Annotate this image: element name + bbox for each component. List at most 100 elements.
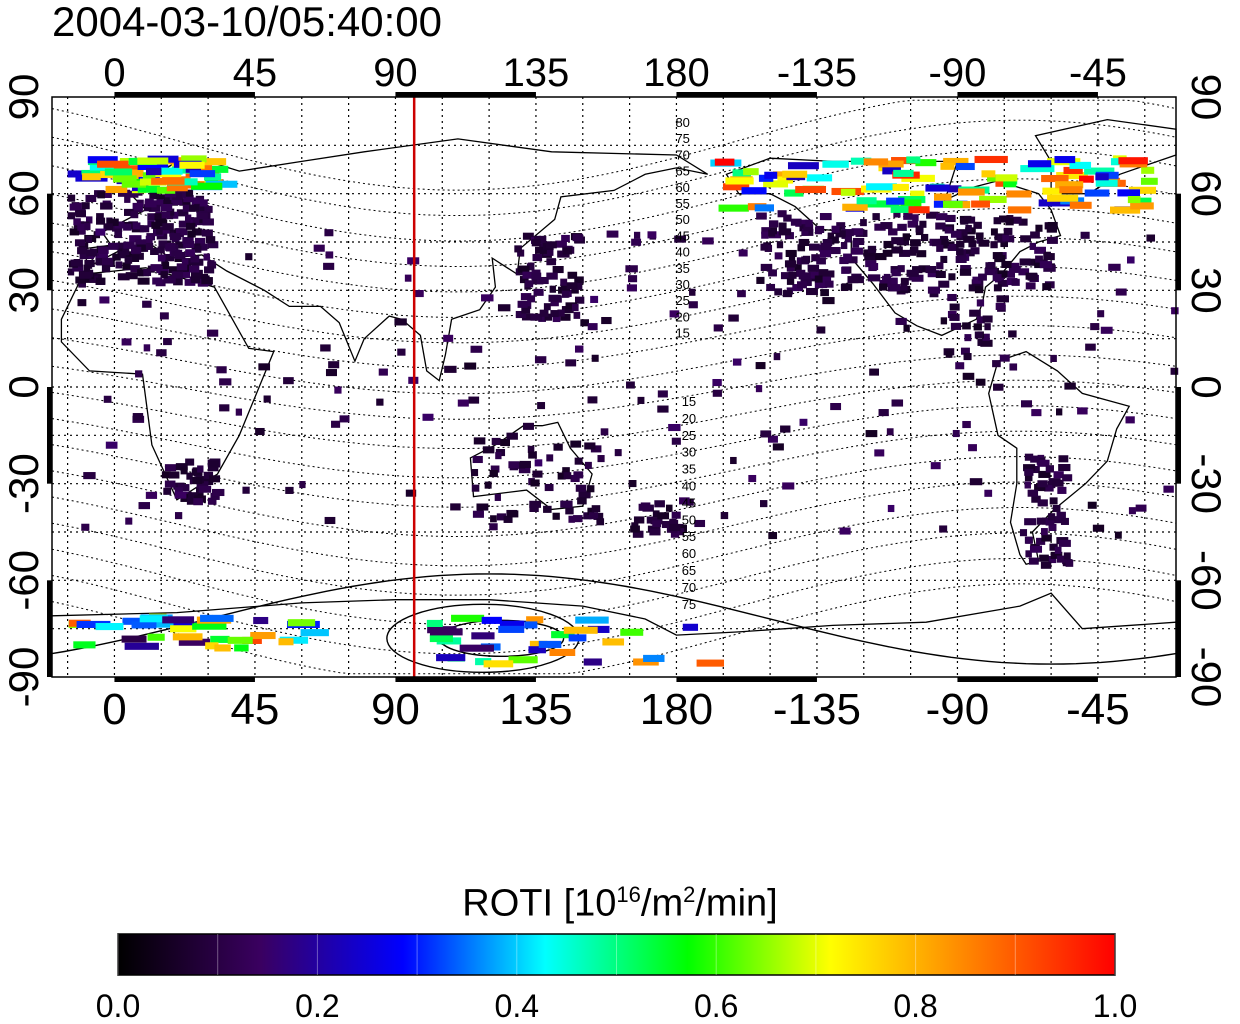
axis-ticks: [47, 92, 1181, 682]
roti-cell: [578, 491, 591, 499]
roti-cell: [842, 203, 868, 211]
lon-tick-label-top: -90: [929, 51, 987, 95]
coastline: [469, 421, 593, 511]
roti-cell: [669, 310, 680, 318]
roti-cell: [992, 252, 1003, 260]
roti-cell: [557, 472, 566, 480]
roti-cell: [1045, 518, 1055, 526]
roti-cell: [527, 445, 535, 453]
roti-cell: [490, 515, 497, 523]
colorbar-tick-label: 0.8: [893, 988, 937, 1024]
roti-cell: [828, 236, 839, 244]
roti-cell: [121, 635, 147, 643]
roti-cell: [688, 301, 698, 309]
roti-cell: [105, 185, 128, 193]
roti-cell: [674, 235, 686, 243]
roti-cell: [993, 383, 1004, 391]
roti-cell: [376, 398, 384, 406]
roti-cell: [67, 170, 91, 178]
roti-cell: [777, 210, 787, 218]
roti-cell: [647, 231, 657, 239]
roti-cell: [81, 523, 90, 531]
axis-tick-labels: 0 0 45 45 90 90 135 135 180 180 -135 -135 -90 -90 -45 -…: [0, 51, 1230, 734]
roti-cell: [180, 270, 191, 278]
lat-tick-label-right: -30: [1183, 453, 1230, 514]
roti-cell: [601, 316, 612, 325]
roti-cell: [633, 231, 641, 239]
magnetic-latitude-line: [51, 295, 1177, 369]
roti-cell: [888, 228, 898, 236]
roti-cell: [768, 269, 777, 277]
roti-cell: [285, 486, 294, 494]
roti-cell: [174, 512, 183, 520]
roti-cell: [588, 512, 599, 520]
roti-cell: [964, 215, 972, 224]
roti-cell: [1170, 367, 1179, 375]
roti-cell: [865, 200, 900, 208]
roti-cell: [1018, 268, 1030, 276]
roti-cell: [570, 474, 580, 483]
roti-cell: [767, 435, 778, 443]
roti-cell: [702, 237, 714, 245]
magnetic-latitude-line: [51, 532, 1177, 625]
roti-cell: [910, 190, 925, 198]
roti-cell: [959, 268, 972, 276]
roti-cell: [208, 475, 221, 483]
roti-cell: [816, 326, 826, 334]
roti-cell: [737, 290, 746, 298]
roti-cell: [974, 155, 1008, 164]
roti-cell: [207, 464, 219, 472]
roti-cell: [774, 252, 783, 260]
roti-cell: [787, 264, 795, 272]
magnetic-latitude-line: [51, 207, 1177, 293]
roti-cell: [489, 470, 498, 478]
roti-cell: [665, 504, 673, 512]
roti-cell: [591, 505, 601, 513]
roti-cell: [561, 306, 574, 314]
roti-cell: [132, 413, 144, 421]
roti-cell: [575, 484, 587, 492]
magnetic-latitude-line: [51, 558, 1177, 655]
roti-cell: [165, 243, 176, 251]
roti-cell: [114, 230, 123, 239]
roti-cell: [1069, 161, 1092, 169]
roti-cell: [182, 204, 196, 212]
roti-cell: [584, 442, 596, 450]
roti-cell: [1055, 181, 1084, 189]
roti-cell: [900, 277, 909, 285]
roti-cell: [101, 257, 113, 265]
roti-cell: [756, 276, 765, 284]
roti-cell: [538, 314, 546, 322]
roti-cell: [397, 348, 406, 356]
roti-cell: [947, 243, 959, 251]
roti-cell: [122, 617, 141, 625]
roti-cell: [580, 319, 589, 327]
roti-cell: [175, 228, 188, 236]
roti-cell: [822, 297, 835, 305]
roti-cell: [975, 378, 986, 386]
roti-cell: [892, 183, 909, 191]
roti-cell: [1035, 255, 1043, 263]
roti-cell: [831, 225, 840, 233]
roti-cell: [508, 461, 520, 469]
roti-cell: [939, 525, 948, 533]
roti-cell: [883, 240, 894, 248]
roti-cell: [116, 242, 126, 250]
roti-cell: [1011, 278, 1020, 286]
roti-cell: [77, 247, 87, 255]
roti-cell: [768, 220, 779, 228]
axis-bar-top: [395, 92, 536, 97]
roti-cell: [193, 203, 205, 211]
roti-cell: [879, 279, 892, 288]
roti-cell: [75, 210, 87, 218]
roti-cell: [993, 284, 1002, 292]
roti-cell: [548, 294, 561, 302]
roti-cell: [119, 251, 126, 259]
roti-cell: [1048, 523, 1057, 531]
roti-cell: [760, 263, 773, 271]
roti-cell: [867, 274, 881, 282]
roti-cell: [202, 205, 213, 213]
colorbar-title-unit-end: /min]: [695, 882, 778, 925]
roti-cell: [234, 644, 249, 652]
magnetic-latitude-label: 20: [675, 309, 689, 324]
